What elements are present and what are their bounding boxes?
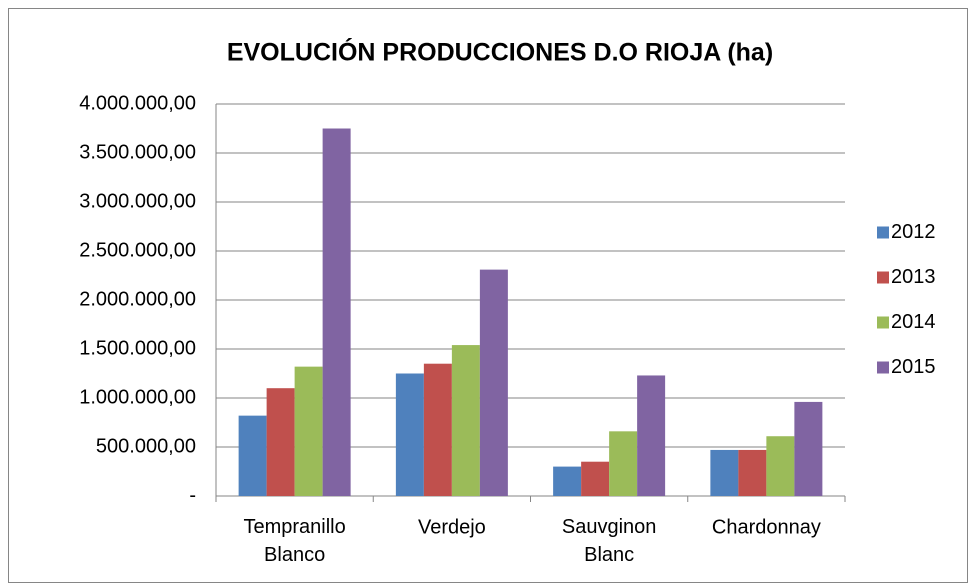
y-tick-label: 2.000.000,00 — [79, 288, 196, 310]
bar — [553, 466, 582, 496]
bar — [766, 436, 795, 496]
x-tick-label: Sauvginon Blanc — [562, 516, 657, 566]
y-tick-label: 2.500.000,00 — [79, 239, 196, 261]
bar — [266, 388, 295, 496]
x-tick-label: Chardonnay — [712, 516, 821, 538]
bar — [794, 401, 823, 496]
legend-swatch — [877, 226, 889, 239]
bar — [710, 449, 739, 496]
bar — [238, 415, 267, 496]
legend-label: 2012 — [891, 221, 936, 243]
bar — [581, 461, 610, 496]
y-tick-label: - — [189, 484, 196, 506]
bar — [738, 449, 767, 496]
y-tick-label: 3.500.000,00 — [79, 141, 196, 163]
y-tick-label: 1.000.000,00 — [79, 386, 196, 408]
legend-swatch — [877, 316, 889, 329]
legend-label: 2015 — [891, 356, 936, 378]
bar — [395, 373, 424, 496]
x-tick-label: Verdejo — [418, 516, 486, 538]
chart-title: EVOLUCIÓN PRODUCCIONES D.O RIOJA (ha) — [227, 37, 773, 67]
legend-label: 2014 — [891, 311, 936, 333]
x-tick-label: Tempranillo Blanco — [243, 516, 345, 566]
legend-swatch — [877, 271, 889, 284]
y-tick-label: 1.500.000,00 — [79, 337, 196, 359]
y-tick-label: 3.000.000,00 — [79, 190, 196, 212]
bar — [294, 366, 323, 496]
bar — [479, 269, 508, 496]
bar — [322, 128, 351, 496]
bar — [637, 375, 666, 496]
y-tick-label: 500.000,00 — [96, 435, 196, 457]
bar — [423, 363, 452, 496]
bar — [609, 431, 638, 496]
bar — [451, 345, 480, 496]
legend-label: 2013 — [891, 266, 936, 288]
legend-swatch — [877, 361, 889, 374]
y-tick-label: 4.000.000,00 — [79, 92, 196, 114]
